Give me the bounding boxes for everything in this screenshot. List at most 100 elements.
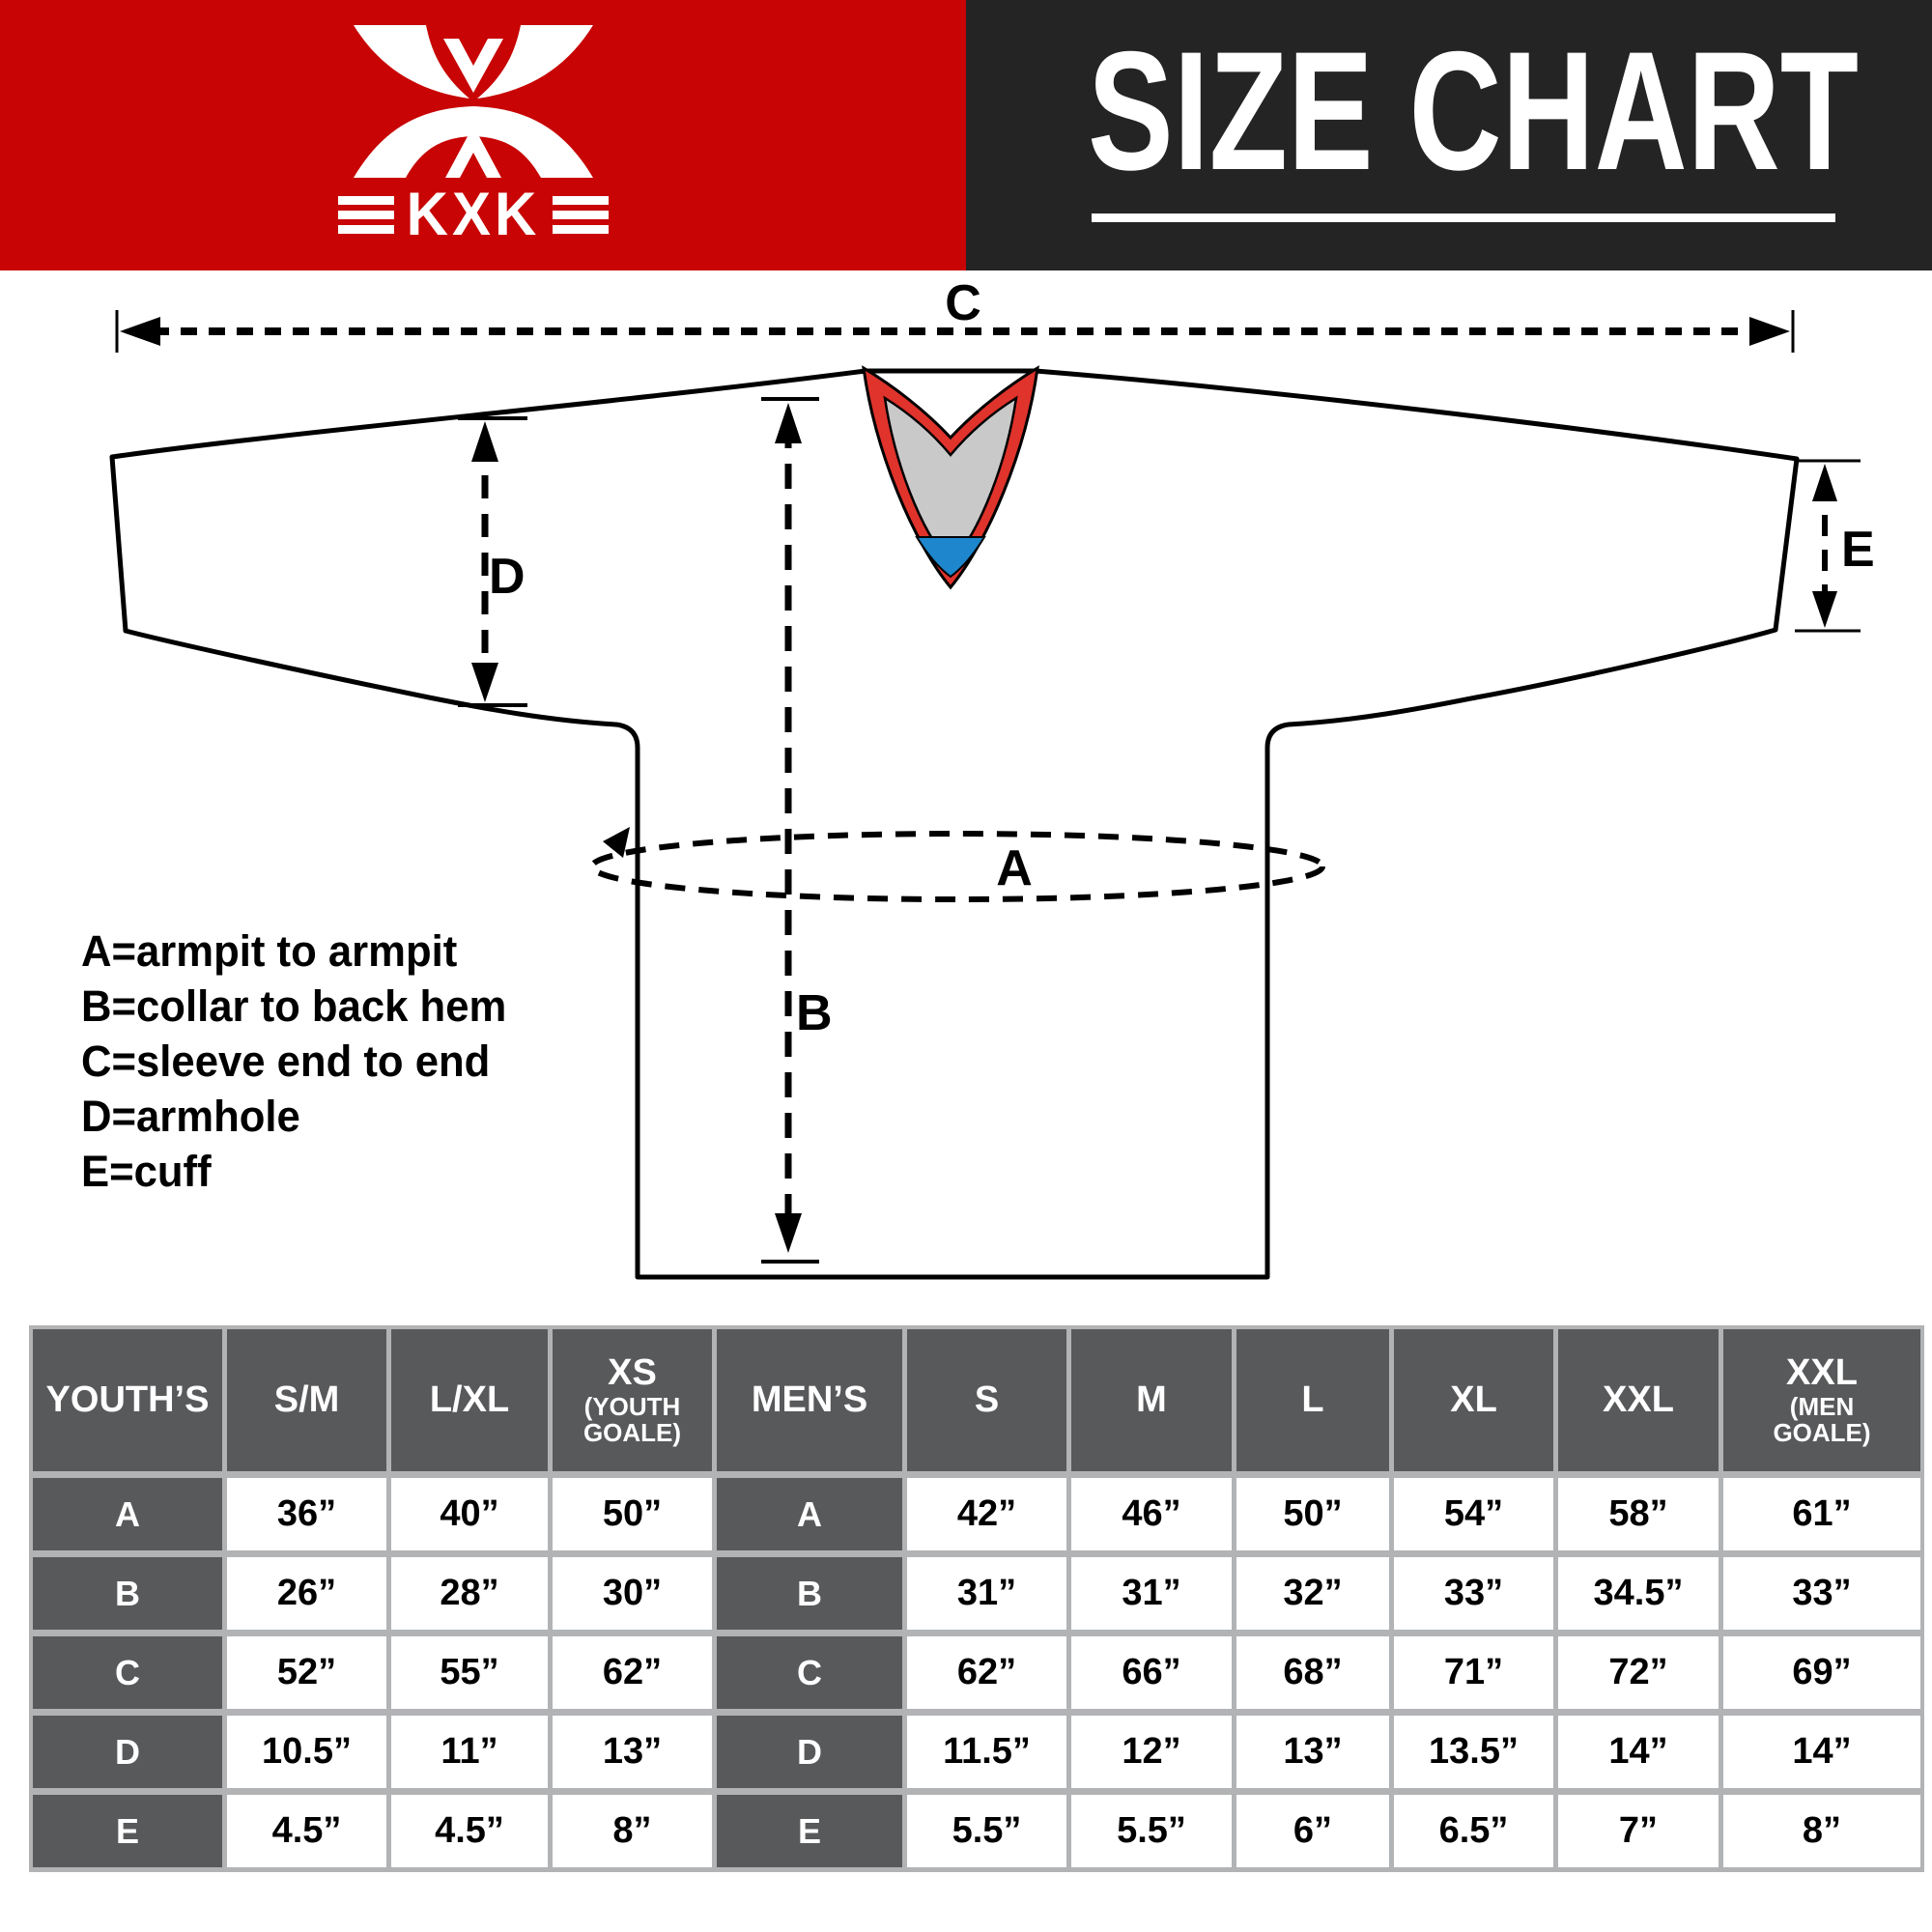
cell-youth: 52” [227, 1636, 386, 1709]
cell-men: 33” [1394, 1557, 1553, 1630]
cell-men: 50” [1236, 1478, 1389, 1550]
logo-text: KXK [406, 180, 541, 248]
measure-label-c: C [945, 275, 981, 331]
size-table: YOUTH’S S/M L/XL XS (YOUTH GOALE) MEN’S … [29, 1325, 1924, 1872]
cell-men: 6.5” [1394, 1795, 1553, 1867]
cell-men: 42” [907, 1478, 1066, 1550]
cell-youth: 28” [391, 1557, 548, 1630]
b-arrowhead-top [775, 403, 802, 443]
men-goalie-note: (MEN GOALE) [1773, 1392, 1871, 1448]
row-label: B [33, 1557, 222, 1630]
col-header-men-m: M [1071, 1329, 1232, 1471]
cell-men: 13” [1236, 1716, 1389, 1788]
cell-men: 6” [1236, 1795, 1389, 1867]
c-arrowhead-left [120, 317, 160, 346]
logo-right-bars-icon [553, 195, 610, 234]
e-arrowhead-top [1812, 464, 1837, 501]
cell-youth: 30” [553, 1557, 712, 1630]
jersey-outline [109, 368, 1800, 1280]
cell-men: 62” [907, 1636, 1066, 1709]
legend-item-d: D=armhole [81, 1092, 300, 1141]
measure-label-e: E [1841, 522, 1875, 578]
header-title-panel: SIZE CHART [966, 0, 1932, 270]
youth-goalie-note: (YOUTH GOALE) [582, 1392, 682, 1448]
row-label: D [717, 1716, 902, 1788]
cell-youth: 26” [227, 1557, 386, 1630]
col-header-men-xl: XL [1394, 1329, 1553, 1471]
legend-item-c: C=sleeve end to end [81, 1037, 491, 1086]
row-label: D [33, 1716, 222, 1788]
cell-youth: 4.5” [227, 1795, 386, 1867]
cell-men: 13.5” [1394, 1716, 1553, 1788]
cell-men: 32” [1236, 1557, 1389, 1630]
row-label: E [717, 1795, 902, 1867]
col-header-men-goalie: XXL (MEN GOALE) [1723, 1329, 1920, 1471]
cell-youth: 13” [553, 1716, 712, 1788]
cell-youth: 55” [391, 1636, 548, 1709]
cell-youth: 4.5” [391, 1795, 548, 1867]
cell-men: 5.5” [1071, 1795, 1232, 1867]
men-goalie-size: XXL [1786, 1352, 1858, 1394]
row-label: C [33, 1636, 222, 1709]
cell-men: 5.5” [907, 1795, 1066, 1867]
col-header-mens: MEN’S [717, 1329, 902, 1471]
cell-men: 33” [1723, 1557, 1920, 1630]
logo-left-bars-icon [337, 195, 394, 234]
cell-men: 69” [1723, 1636, 1920, 1709]
cell-men: 14” [1558, 1716, 1719, 1788]
cell-men: 34.5” [1558, 1557, 1719, 1630]
header-red-panel: KXK [0, 0, 966, 270]
page-title: SIZE CHART [1088, 17, 1859, 206]
cell-youth: 62” [553, 1636, 712, 1709]
cell-youth: 11” [391, 1716, 548, 1788]
measure-label-b: B [796, 985, 833, 1041]
cell-men: 11.5” [907, 1716, 1066, 1788]
cell-men: 68” [1236, 1636, 1389, 1709]
measure-label-a: A [996, 840, 1033, 896]
cell-men: 46” [1071, 1478, 1232, 1550]
e-arrowhead-bottom [1812, 591, 1837, 628]
col-header-youths: YOUTH’S [33, 1329, 222, 1471]
cell-men: 7” [1558, 1795, 1719, 1867]
col-header-youth-sm: S/M [227, 1329, 386, 1471]
a-ellipse [589, 831, 1325, 902]
col-header-youth-goalie: XS (YOUTH GOALE) [553, 1329, 712, 1471]
cell-men: 72” [1558, 1636, 1719, 1709]
collar-insert [915, 536, 986, 579]
cell-men: 54” [1394, 1478, 1553, 1550]
youth-goalie-size: XS [608, 1352, 657, 1394]
kxk-x-mark-icon [354, 25, 593, 178]
row-label: B [717, 1557, 902, 1630]
cell-youth: 8” [553, 1795, 712, 1867]
cell-youth: 10.5” [227, 1716, 386, 1788]
cell-men: 8” [1723, 1795, 1920, 1867]
col-header-men-l: L [1236, 1329, 1389, 1471]
row-label: E [33, 1795, 222, 1867]
cell-youth: 36” [227, 1478, 386, 1550]
col-header-youth-lxl: L/XL [391, 1329, 548, 1471]
col-header-men-xxl: XXL [1558, 1329, 1719, 1471]
cell-men: 31” [907, 1557, 1066, 1630]
collar-inner [883, 395, 1018, 566]
cell-youth: 40” [391, 1478, 548, 1550]
c-arrowhead-right [1749, 317, 1790, 346]
cell-men: 31” [1071, 1557, 1232, 1630]
cell-men: 58” [1558, 1478, 1719, 1550]
title-underline [1092, 213, 1835, 222]
col-header-men-s: S [907, 1329, 1066, 1471]
cell-men: 14” [1723, 1716, 1920, 1788]
jersey-measurement-diagram: C D B E A [109, 275, 1875, 1280]
d-arrowhead-top [471, 421, 498, 462]
cell-men: 71” [1394, 1636, 1553, 1709]
row-label: A [717, 1478, 902, 1550]
b-arrowhead-bottom [775, 1213, 802, 1253]
cell-youth: 50” [553, 1478, 712, 1550]
legend-item-e: E=cuff [81, 1147, 212, 1196]
legend-item-b: B=collar to back hem [81, 981, 507, 1031]
a-arrowhead [603, 827, 630, 858]
legend-item-a: A=armpit to armpit [81, 926, 458, 976]
measure-label-d: D [489, 549, 526, 605]
row-label: C [717, 1636, 902, 1709]
logo-wordmark: KXK [309, 180, 638, 248]
cell-men: 66” [1071, 1636, 1232, 1709]
